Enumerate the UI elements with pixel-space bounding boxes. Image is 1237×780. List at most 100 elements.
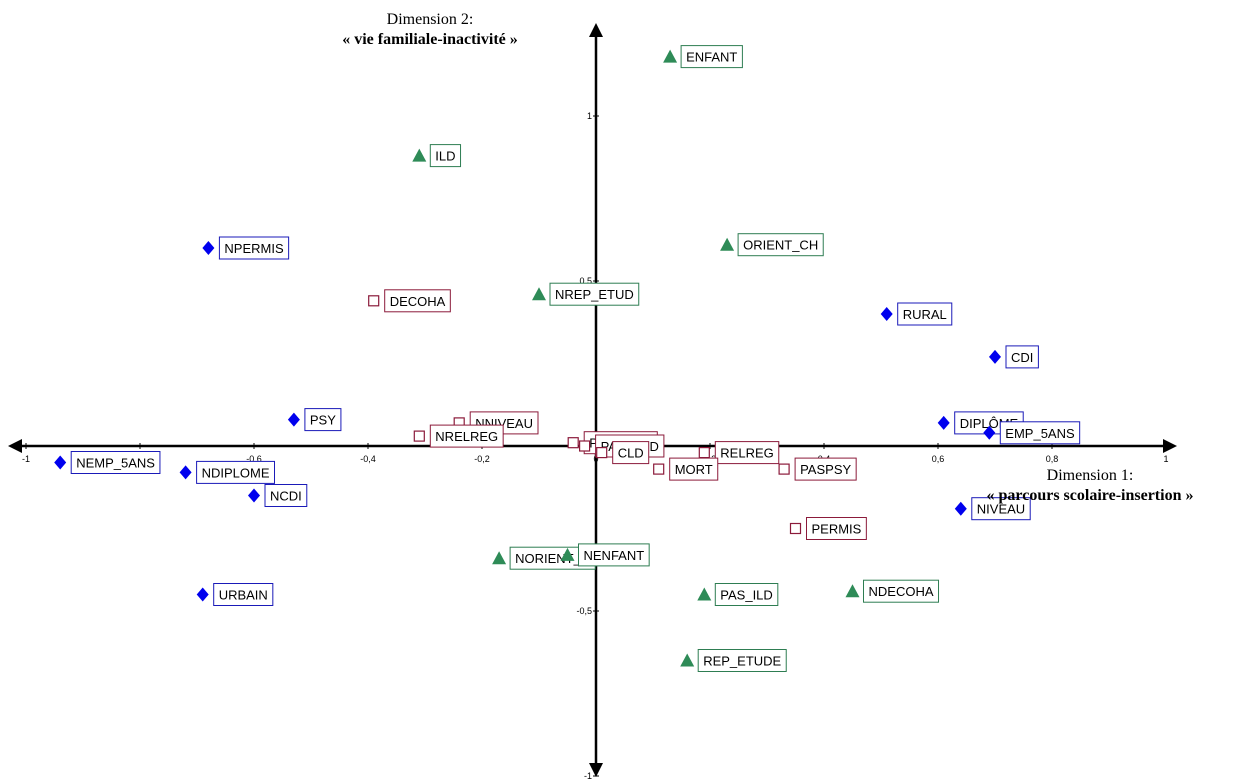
point-label-box	[697, 649, 787, 672]
point-label: NENFANT	[584, 548, 645, 563]
triangle-marker	[412, 148, 427, 162]
diamond-marker	[196, 587, 209, 602]
y-tick-label: -1	[584, 771, 592, 780]
point-label-box	[897, 302, 953, 326]
square-marker	[567, 437, 579, 449]
point-label: NPERMIS	[224, 241, 284, 256]
point-label: RURAL	[903, 307, 947, 322]
diamond-marker	[954, 501, 967, 516]
x-tick-label: 0,8	[1046, 454, 1059, 464]
point-label-box	[218, 236, 290, 260]
point-label: ILD	[435, 149, 455, 164]
x-tick-label: -1	[22, 454, 30, 464]
point-label: NDECOHA	[869, 584, 934, 599]
x-axis-title-line2: « parcours scolaire-insertion »	[986, 487, 1194, 504]
point-label-box	[304, 408, 342, 432]
point-label-box	[737, 233, 824, 257]
x-tick-label: 1	[1163, 454, 1168, 464]
y-tick-label: 0,5	[579, 276, 592, 286]
data-point-group: NRELREG	[413, 424, 504, 448]
data-point-group: RELREG	[698, 441, 780, 465]
x-tick-label: -0,4	[360, 454, 376, 464]
data-point-group: NENFANT	[560, 543, 650, 567]
point-label: DECOHA	[390, 294, 446, 309]
data-point-group: URBAIN	[196, 583, 274, 606]
diamond-marker	[202, 241, 215, 255]
y-axis-title-line1: Dimension 2:	[386, 11, 474, 28]
point-label: PASPSY	[800, 462, 851, 477]
triangle-marker	[697, 587, 712, 601]
data-point-group: EMP_5ANS	[983, 421, 1081, 445]
x-axis-arrow-left	[8, 439, 22, 453]
point-label-box	[669, 457, 719, 481]
square-marker	[698, 447, 710, 459]
point-label-box	[612, 441, 650, 465]
point-label: NRELREG	[435, 429, 498, 444]
triangle-marker	[492, 551, 507, 565]
point-label: URBAIN	[219, 588, 268, 603]
data-point-group: NDIPLOME	[179, 460, 276, 484]
data-point-group: NCDI	[248, 484, 308, 507]
x-tick-label: -0,2	[474, 454, 490, 464]
triangle-marker	[845, 584, 860, 598]
point-label-box	[196, 460, 276, 484]
point-label-box	[384, 289, 451, 313]
data-point-group: DIPLÔME	[937, 411, 1024, 435]
triangle-marker	[720, 237, 735, 251]
square-marker	[596, 447, 608, 459]
point-label: NEMP_5ANS	[76, 456, 155, 471]
y-axis-arrow-bottom	[589, 763, 603, 777]
square-marker	[789, 522, 802, 535]
point-label: CDI	[1011, 350, 1033, 365]
data-point-group: PERMIS	[789, 517, 867, 540]
point-label: PERMIS	[812, 522, 862, 537]
data-point-group: NIVEAU	[954, 497, 1031, 521]
diamond-marker	[989, 349, 1001, 364]
point-label-box	[1005, 345, 1039, 369]
data-point-group: NORIENT_C	[492, 546, 596, 570]
diamond-marker	[937, 415, 950, 430]
y-axis-arrow-top	[589, 23, 603, 37]
data-point-group: PSY	[287, 408, 342, 432]
diamond-marker	[287, 412, 300, 427]
point-label: PSY	[310, 413, 336, 428]
data-point-group: PAS_ILD	[697, 583, 779, 606]
y-tick-label: 1	[587, 111, 592, 121]
x-tick-label: -0,6	[246, 454, 262, 464]
point-label: NDIPLOME	[202, 465, 270, 480]
point-label: PAS_ILD	[720, 588, 773, 603]
point-label-box	[429, 144, 462, 168]
point-label-box	[429, 424, 504, 448]
point-label-box	[70, 451, 161, 474]
data-point-group: NREP_ETUD	[532, 282, 640, 306]
data-point-group: MORT	[653, 457, 719, 481]
triangle-marker	[663, 49, 678, 63]
point-label-box	[578, 543, 650, 567]
point-label-box	[714, 441, 780, 465]
x-axis-title-line1: Dimension 1:	[1046, 467, 1134, 484]
point-label: ORIENT_CH	[743, 238, 818, 253]
point-label-box	[714, 583, 779, 606]
triangle-marker	[680, 653, 695, 667]
data-point-group: ORIENT_CH	[720, 233, 824, 257]
data-point-group: DECOHA	[368, 289, 451, 313]
square-marker	[413, 430, 425, 442]
point-label-box	[863, 579, 940, 603]
point-label: EMP_5ANS	[1005, 426, 1075, 441]
data-point-group: RURAL	[880, 302, 953, 326]
point-label: NCDI	[270, 489, 302, 504]
point-label: RELREG	[720, 446, 773, 461]
square-marker	[578, 440, 591, 452]
point-label: NREP_ETUD	[555, 287, 634, 302]
data-point-group: REP_ETUDE	[680, 649, 787, 672]
point-label-box	[999, 421, 1081, 445]
y-axis-title: Dimension 2: « vie familiale-inactivité …	[300, 10, 560, 50]
data-point-group: ENFANT	[663, 45, 743, 69]
data-point-group: NEMP_5ANS	[54, 451, 161, 474]
point-label: CLD	[618, 446, 644, 461]
triangle-marker	[560, 547, 575, 561]
y-tick-label: -0,5	[576, 606, 592, 616]
data-point-group: NPERMIS	[202, 236, 290, 260]
